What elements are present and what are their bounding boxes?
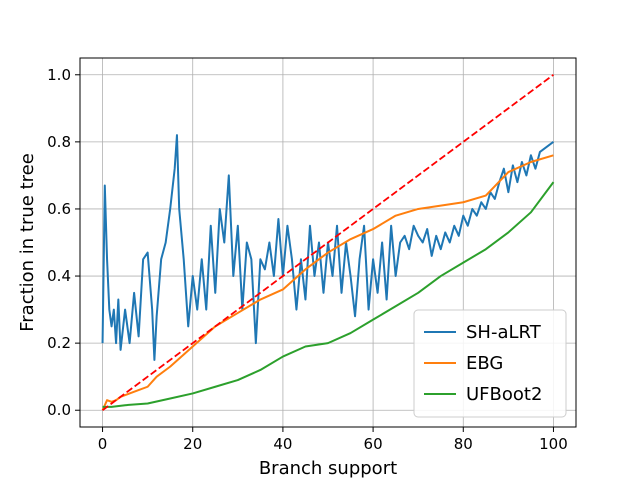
x-tick-label: 0 bbox=[98, 435, 108, 453]
x-axis-label: Branch support bbox=[259, 458, 397, 479]
legend-label: SH-aLRT bbox=[466, 322, 542, 343]
reference-diagonal-line bbox=[102, 74, 554, 411]
plot-frame bbox=[79, 57, 577, 428]
x-axis: 0 20 40 60 80 100 bbox=[98, 427, 568, 453]
y-axis-label: Fraction in true tree bbox=[17, 153, 38, 332]
x-tick-label: 20 bbox=[183, 435, 202, 453]
series-line-sh-alrt bbox=[101, 134, 555, 361]
grid bbox=[80, 58, 576, 427]
y-axis: 0.0 0.2 0.4 0.6 0.8 1.0 bbox=[47, 66, 80, 419]
legend: SH-aLRT EBG UFBoot2 bbox=[413, 309, 567, 418]
y-tick-label: 0.4 bbox=[47, 267, 71, 285]
x-tick-label: 100 bbox=[539, 435, 568, 453]
series-group bbox=[101, 74, 555, 411]
legend-label: EBG bbox=[466, 353, 503, 374]
y-tick-label: 0.0 bbox=[47, 401, 71, 419]
legend-label: UFBoot2 bbox=[466, 384, 542, 405]
x-tick-label: 40 bbox=[273, 435, 292, 453]
x-tick-label: 80 bbox=[454, 435, 473, 453]
y-tick-label: 0.2 bbox=[47, 334, 71, 352]
y-tick-label: 0.8 bbox=[47, 133, 71, 151]
y-tick-label: 0.6 bbox=[47, 200, 71, 218]
legend-box bbox=[413, 309, 567, 418]
x-tick-label: 60 bbox=[364, 435, 383, 453]
series-line-ufboot2 bbox=[102, 181, 555, 408]
y-tick-label: 1.0 bbox=[47, 66, 71, 84]
